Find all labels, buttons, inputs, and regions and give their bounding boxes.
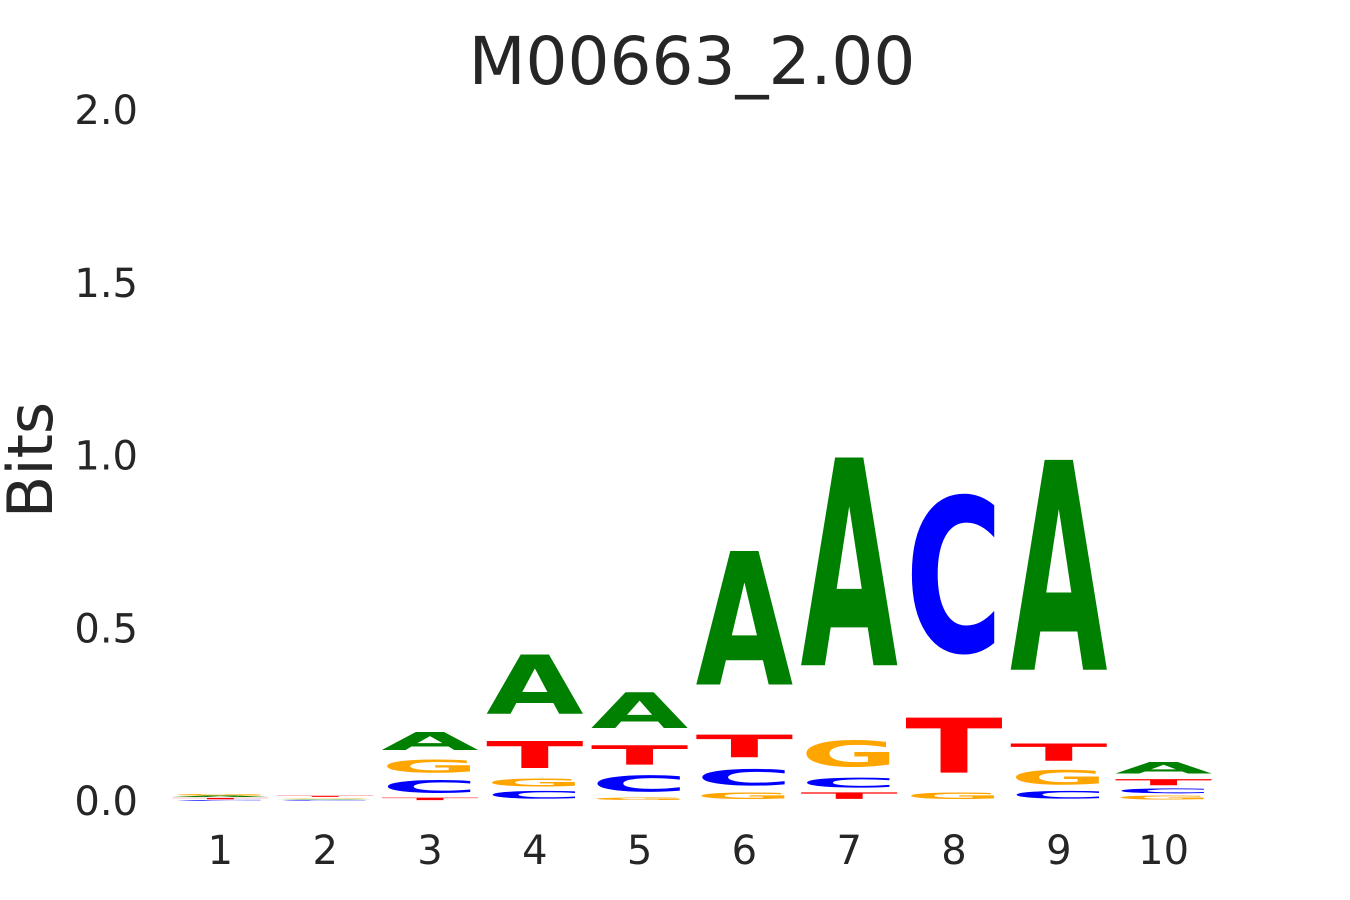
x-tick-label: 9 [1046, 828, 1071, 874]
logo-letter-g: G [1115, 795, 1212, 801]
logo-letter-t: T [696, 729, 793, 765]
logo-letter-a: A [381, 727, 478, 756]
logo-letter-t: T [172, 798, 270, 800]
logo-letter-g: G [172, 793, 269, 795]
logo-letter-c: C [381, 777, 478, 797]
logo-letter-a: A [276, 799, 374, 800]
logo-letter-g: G [276, 797, 373, 798]
x-tick-label: 10 [1138, 828, 1189, 874]
y-tick-label: 1.0 [74, 434, 138, 480]
logo-letter-g: G [696, 791, 793, 801]
x-tick-label: 1 [208, 828, 233, 874]
x-tick-label: 6 [732, 828, 757, 874]
y-tick-label: 0.0 [74, 779, 138, 825]
y-tick-label: 0.5 [74, 606, 138, 652]
logo-letter-a: A [696, 516, 793, 729]
logo-letter-c: C [486, 789, 583, 801]
logo-letter-a: A [172, 796, 270, 798]
logo-letter-c: C [276, 800, 373, 801]
logo-letter-g: G [591, 797, 688, 801]
logo-letter-g: G [381, 756, 478, 777]
logo-letter-g: G [486, 777, 583, 789]
y-axis-ticks: 0.0 0.5 1.0 1.5 2.0 [74, 88, 138, 825]
logo-letter-t: T [381, 797, 479, 801]
x-tick-label: 7 [836, 828, 861, 874]
logo-letter-c: C [905, 454, 1002, 702]
logo-stack: GTC [905, 454, 1003, 801]
logo-letter-a: A [1010, 404, 1107, 738]
logo-letter-a: A [486, 639, 583, 733]
logo-letter-c: C [591, 771, 688, 797]
logo-letter-t: T [905, 703, 1003, 791]
logo-letter-c: C [1010, 789, 1107, 801]
x-tick-label: 3 [417, 828, 442, 874]
logo-letter-t: T [800, 791, 897, 801]
x-tick-label: 8 [941, 828, 966, 874]
logo-letter-c: C [172, 800, 269, 801]
x-tick-label: 4 [522, 828, 547, 874]
x-tick-label: 2 [312, 828, 337, 874]
logo-letter-t: T [276, 795, 374, 797]
x-axis-ticks: 1 2 3 4 5 6 7 8 9 10 [208, 828, 1189, 874]
y-tick-label: 2.0 [74, 88, 138, 134]
logo-letter-g: G [905, 791, 1002, 801]
logo-letter-a: A [800, 401, 897, 732]
logo-letter-c: C [800, 775, 897, 790]
logo-letter-c: C [1115, 787, 1212, 795]
x-tick-label: 5 [627, 828, 652, 874]
logo-letter-t: T [1115, 778, 1212, 788]
logo-letter-t: T [486, 734, 583, 777]
chart-title: M00663_2.00 [469, 23, 916, 100]
y-axis-label: Bits [0, 402, 67, 518]
logo-letter-g: G [1010, 767, 1107, 789]
logo-letter-a: A [1115, 759, 1213, 778]
y-tick-label: 1.5 [74, 261, 138, 307]
logo-letter-t: T [1010, 739, 1108, 766]
logo-letter-c: C [696, 765, 793, 791]
logo-letter-a: A [591, 683, 689, 740]
logo-letter-t: T [591, 740, 688, 771]
logo-letter-g: G [800, 734, 897, 775]
